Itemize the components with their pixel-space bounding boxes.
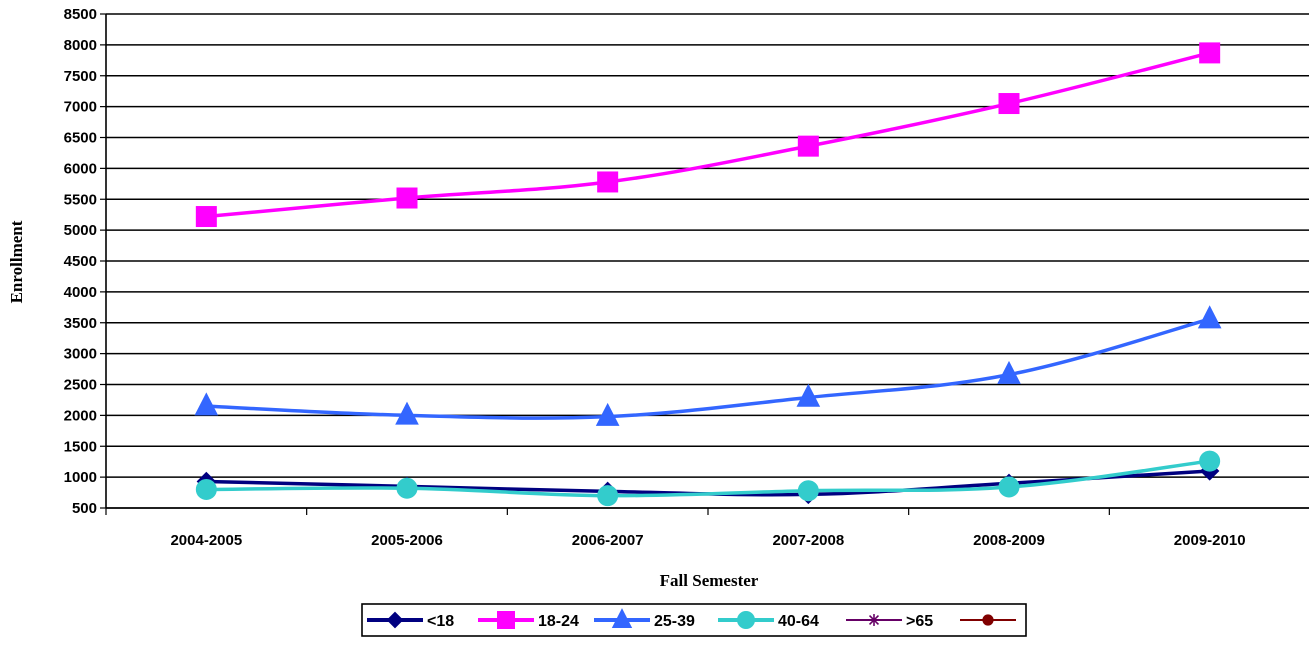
legend-label: 25-39 — [654, 613, 695, 630]
legend-label: <18 — [427, 613, 454, 630]
legend-entry: 40-64 — [718, 611, 819, 630]
data-point — [797, 135, 819, 157]
y-tick-label: 2000 — [64, 407, 97, 424]
legend-swatch-marker — [386, 611, 404, 629]
y-tick-label: 500 — [72, 500, 97, 517]
y-tick-label: 6000 — [64, 160, 97, 177]
legend-label: 40-64 — [778, 613, 819, 630]
axes: 500 1000 1500 2000 2500 3000 3500 4000 4500 5000 5… — [64, 6, 1309, 549]
series-18-24 — [195, 42, 1221, 228]
legend-entry: <18 — [367, 611, 454, 630]
legend-swatch-marker — [611, 608, 633, 628]
y-tick-label: 8500 — [64, 6, 97, 23]
y-tick-label: 5500 — [64, 191, 97, 208]
x-tick-label: 2004-2005 — [170, 532, 242, 549]
data-point — [597, 485, 619, 507]
series-line — [206, 317, 1211, 420]
legend: <18 18-24 25-39 40-64 >65 — [361, 603, 1027, 637]
legend-swatch-marker — [737, 611, 755, 629]
data-point — [998, 93, 1020, 115]
data-point — [396, 187, 418, 209]
data-point — [997, 360, 1021, 384]
legend-entry — [960, 614, 1016, 626]
data-point — [195, 478, 217, 500]
series-40-64 — [195, 450, 1221, 507]
y-tick-label: 7500 — [64, 68, 97, 85]
legend-entry: 25-39 — [594, 608, 695, 630]
x-tick-label: 2009-2010 — [1174, 532, 1246, 549]
data-point — [998, 476, 1020, 498]
x-tick-label: 2008-2009 — [973, 532, 1045, 549]
y-tick-label: 1000 — [64, 469, 97, 486]
legend-swatch-marker — [868, 614, 880, 626]
legend-box — [361, 603, 1027, 637]
x-tick-label: 2005-2006 — [371, 532, 443, 549]
data-point — [796, 383, 821, 407]
data-point — [1199, 450, 1221, 472]
legend-label: 18-24 — [538, 613, 579, 630]
data-point — [595, 402, 620, 426]
y-tick-label: 5000 — [64, 222, 97, 239]
data-point — [597, 171, 619, 193]
legend-entry: 18-24 — [478, 611, 579, 630]
y-tick-label: 1500 — [64, 438, 97, 455]
y-tick-label: 3500 — [64, 315, 97, 332]
series-lines — [194, 42, 1222, 507]
y-tick-label: 2500 — [64, 377, 97, 394]
data-point — [195, 206, 217, 228]
legend-swatch-marker — [982, 614, 994, 626]
gridlines — [106, 13, 1309, 509]
x-tick-label: 2007-2008 — [772, 532, 844, 549]
y-tick-label: 7000 — [64, 99, 97, 116]
series-25-39 — [194, 305, 1222, 426]
series-line — [206, 459, 1210, 498]
data-point — [194, 392, 219, 416]
y-tick-label: 4000 — [64, 284, 97, 301]
legend-entry: >65 — [846, 613, 933, 630]
x-tick-label: 2006-2007 — [572, 532, 644, 549]
y-tick-label: 8000 — [64, 37, 97, 54]
data-point — [395, 401, 419, 425]
legend-swatch-marker — [497, 611, 515, 629]
legend-label: >65 — [906, 613, 933, 630]
data-point — [396, 477, 418, 499]
x-axis-title: Fall Semester — [660, 571, 759, 590]
y-tick-label: 6500 — [64, 130, 97, 147]
series-line — [206, 51, 1211, 219]
star-stroke — [868, 614, 880, 626]
data-point — [1197, 305, 1222, 329]
y-tick-label: 4500 — [64, 253, 97, 270]
y-axis-title: Enrollment — [7, 220, 26, 303]
data-point — [1199, 42, 1221, 64]
y-tick-label: 3000 — [64, 346, 97, 363]
data-point — [797, 480, 819, 502]
